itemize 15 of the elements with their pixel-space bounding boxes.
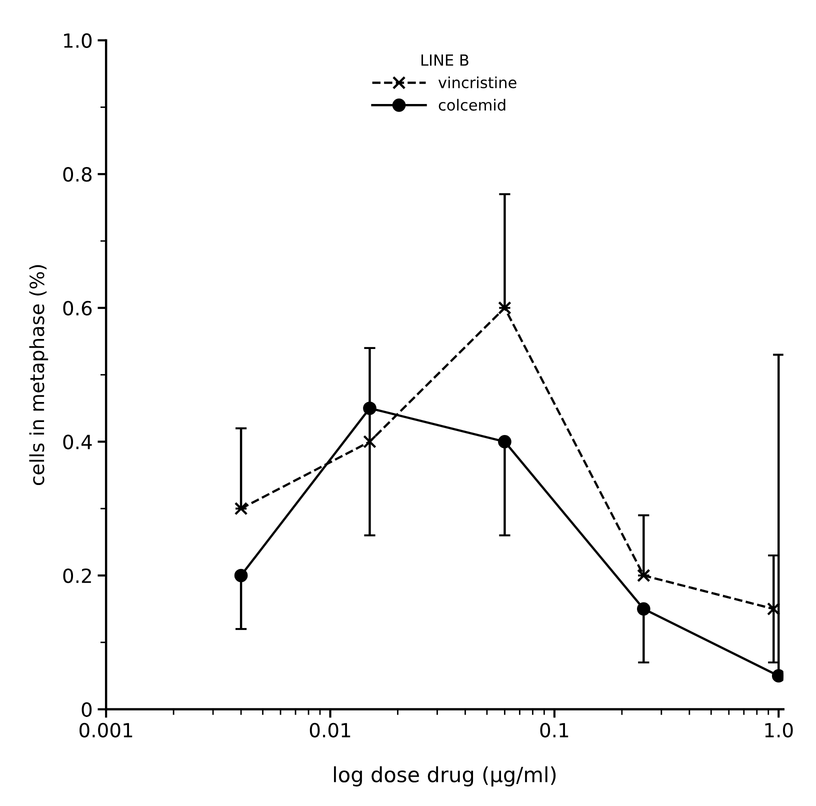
y-axis-title: cells in metaphase (%) — [29, 265, 48, 486]
legend-label: vincristine — [438, 76, 516, 88]
y-tick-label: 0 — [82, 702, 92, 717]
x-tick-label: 0.001 — [80, 722, 132, 738]
y-tick-label: 0.4 — [63, 434, 92, 450]
x-tick-label: 0.1 — [540, 722, 568, 738]
y-tick-label: 0.6 — [63, 300, 92, 316]
y-tick-label: 0.2 — [63, 568, 91, 584]
y-tick-label: 0.8 — [63, 167, 92, 182]
x-axis-title: log dose drug (μg/ml) — [334, 766, 556, 786]
legend-label: colcemid — [438, 98, 506, 111]
x-tick-label: 1.0 — [765, 722, 793, 738]
x-tick-label: 0.01 — [310, 722, 350, 738]
y-tick-label: 1.0 — [64, 33, 92, 48]
legend-title: LINE B — [422, 54, 468, 66]
